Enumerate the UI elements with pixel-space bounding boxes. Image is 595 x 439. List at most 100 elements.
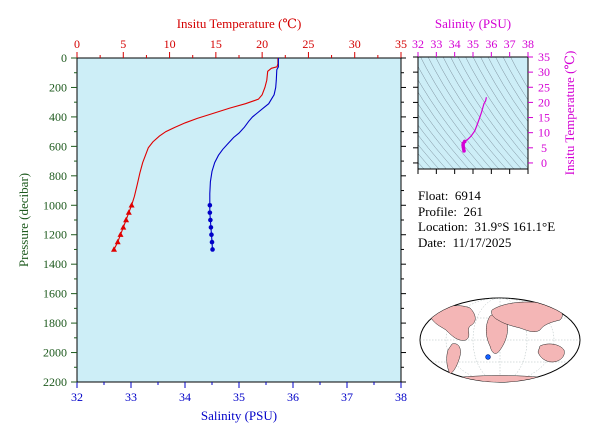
salinity-marker <box>209 232 214 238</box>
ts-temperature-tick-label: 30 <box>538 65 550 79</box>
temperature-tick-label: 0 <box>74 37 80 51</box>
ts-contour-line <box>457 57 528 160</box>
temperature-marker <box>111 246 117 252</box>
ts-salinity-tick-label: 34 <box>449 37 461 51</box>
ts-contour-line <box>495 57 528 112</box>
pressure-tick-label: 1800 <box>43 316 67 330</box>
date-value: 11/17/2025 <box>452 234 512 250</box>
float-value: 6914 <box>454 188 481 203</box>
ts-contour-line <box>418 144 440 169</box>
pressure-tick-label: 400 <box>49 110 67 124</box>
temperature-tick-label: 5 <box>120 37 126 51</box>
salinity-tick-label: 37 <box>341 390 353 404</box>
ts-contour-line <box>418 162 425 169</box>
ts-salinity-tick-label: 33 <box>430 37 442 51</box>
profile-value: 261 <box>463 203 484 219</box>
salinity-marker <box>207 210 213 215</box>
bottom-axis-title: Salinity (PSU) <box>201 408 277 423</box>
pressure-tick-label: 1000 <box>43 198 67 212</box>
ts-temperature-tick-label: 15 <box>538 111 550 125</box>
pressure-tick-label: 2200 <box>43 375 67 389</box>
world-map-inset <box>419 297 581 383</box>
salinity-marker <box>208 225 214 230</box>
salinity-marker <box>207 202 213 208</box>
temperature-tick-label: 35 <box>395 37 407 51</box>
ts-contour-line <box>472 57 528 142</box>
pressure-tick-label: 200 <box>49 80 67 94</box>
salinity-marker <box>208 217 213 223</box>
profile-plot-area <box>76 57 402 383</box>
salinity-tick-label: 32 <box>71 390 83 404</box>
salinity-tick-label: 35 <box>233 390 245 404</box>
temperature-marker <box>120 224 127 230</box>
ts-series <box>461 97 487 153</box>
pressure-tick-label: 1400 <box>43 257 67 271</box>
ts-salinity-tick-label: 35 <box>467 37 479 51</box>
pressure-tick-label: 1600 <box>43 287 67 301</box>
ts-contour-line <box>418 124 455 169</box>
pressure-tick-label: 1200 <box>43 228 67 242</box>
ts-contour-line <box>420 57 500 169</box>
profile-label: Profile: <box>418 203 457 219</box>
ts-salinity-tick-label: 38 <box>522 37 534 51</box>
profile-series <box>111 58 279 252</box>
temperature-marker <box>128 202 135 208</box>
temperature-tick-label: 15 <box>210 37 222 51</box>
profile-chart: 0 5 10 15 20 25 30 35 32 33 34 35 36 37 38 0 200 400 600 80… <box>16 16 407 423</box>
ts-temperature-tick-label: 10 <box>538 126 550 140</box>
salinity-tick-label: 34 <box>179 390 191 404</box>
temperature-marker <box>117 231 124 237</box>
temperature-tick-label: 25 <box>302 37 314 51</box>
ts-contour-line <box>418 103 470 169</box>
left-axis-title: Pressure (decibar) <box>16 173 31 267</box>
ts-contour-line <box>435 57 515 169</box>
ts-contour-line <box>480 57 528 133</box>
ts-contour-line <box>442 57 522 169</box>
ts-salinity-tick-label: 32 <box>412 37 424 51</box>
ts-top-axis-title: Salinity (PSU) <box>435 16 511 31</box>
ts-point <box>462 149 466 153</box>
ts-right-axis-title: Insitu Temperature (℃) <box>562 51 577 176</box>
ts-contour-line <box>418 91 477 169</box>
ts-temperature-tick-label: 5 <box>541 141 547 155</box>
ts-temperature-tick-label: 35 <box>538 50 550 64</box>
ts-contour-line <box>502 57 528 101</box>
ts-contour-line <box>418 79 485 169</box>
ts-contour-line <box>418 153 432 169</box>
pressure-tick-label: 0 <box>61 51 67 65</box>
date-label: Date: <box>418 234 447 250</box>
date-row: Date: 11/17/2025 <box>418 235 555 251</box>
float-row: Float: 6914 <box>418 188 555 204</box>
profile-row: Profile: 261 <box>418 204 555 220</box>
ts-contour-line <box>465 57 528 152</box>
temperature-tick-label: 20 <box>256 37 268 51</box>
ts-contour-line <box>418 114 462 169</box>
temperature-marker <box>114 238 121 245</box>
ts-contour-line <box>427 57 507 169</box>
ts-salinity-tick-label: 36 <box>485 37 497 51</box>
salinity-marker <box>210 247 215 252</box>
location-row: Location: 31.9°S 161.1°E <box>418 219 555 235</box>
ts-contour-line <box>450 57 528 169</box>
ts-temperature-tick-label: 20 <box>538 95 550 109</box>
ts-salinity-tick-label: 37 <box>504 37 516 51</box>
location-value: 31.9°S 161.1°E <box>474 219 556 234</box>
pressure-tick-label: 600 <box>49 139 67 153</box>
float-location-marker <box>485 354 491 360</box>
temperature-tick-label: 10 <box>164 37 176 51</box>
ts-plot-area <box>418 57 528 169</box>
float-label: Float: <box>418 188 449 203</box>
salinity-tick-label: 33 <box>125 390 137 404</box>
pressure-tick-label: 2000 <box>43 346 67 360</box>
temperature-tick-label: 30 <box>349 37 361 51</box>
profile-axis-ticks: 0 5 10 15 20 25 30 35 32 33 34 35 36 37 38 0 200 400 600 80… <box>43 37 407 404</box>
salinity-tick-label: 38 <box>395 390 407 404</box>
pressure-tick-label: 800 <box>49 169 67 183</box>
ts-temperature-tick-label: 0 <box>541 156 547 170</box>
temperature-marker <box>125 209 132 215</box>
float-info-panel: Float: 6914 Profile: 261 Location: 31.9°… <box>418 188 555 250</box>
temperature-marker <box>123 216 130 223</box>
